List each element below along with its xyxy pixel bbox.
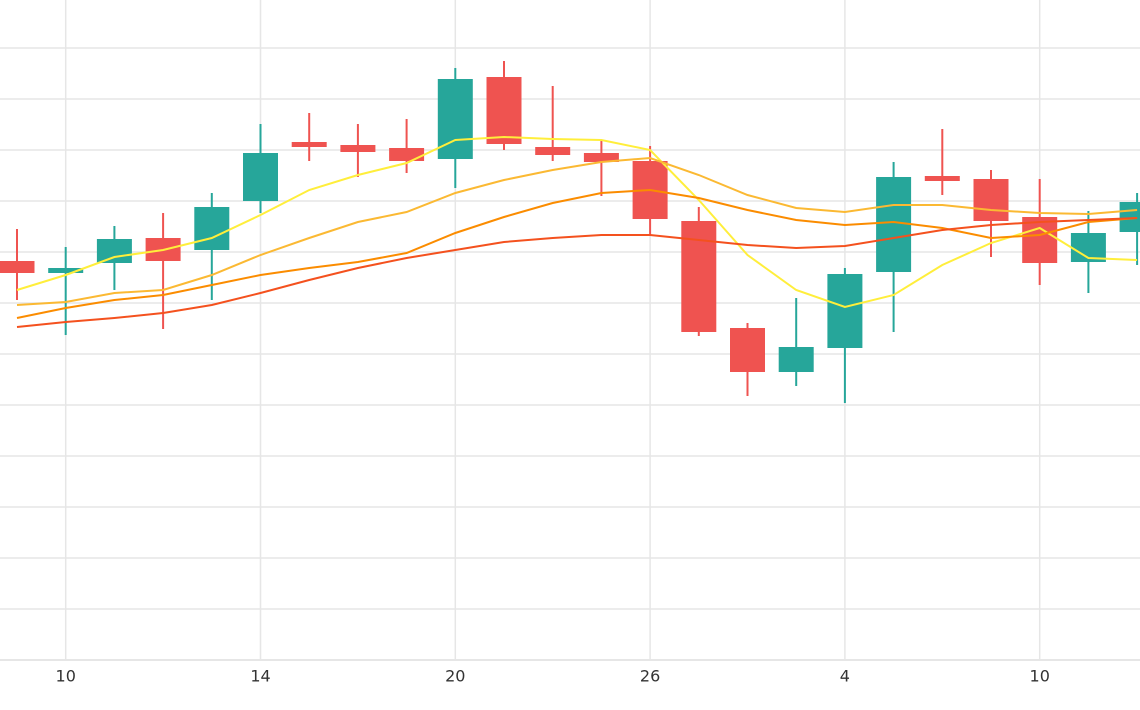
candle-body bbox=[48, 268, 84, 273]
candle-body bbox=[0, 261, 35, 273]
x-tick-label: 26 bbox=[640, 667, 660, 686]
x-tick-label: 14 bbox=[250, 667, 270, 686]
candle-body bbox=[876, 177, 912, 272]
candle-body bbox=[340, 145, 376, 152]
x-tick-label: 10 bbox=[56, 667, 76, 686]
ma-line bbox=[16, 188, 1138, 319]
candle-body bbox=[291, 142, 327, 147]
ma-line bbox=[16, 156, 1138, 306]
candle-body bbox=[437, 79, 473, 159]
candle-body bbox=[778, 347, 814, 372]
candle-body bbox=[827, 274, 863, 348]
ma-line bbox=[16, 217, 1138, 328]
candle-body bbox=[194, 207, 230, 250]
candle-body bbox=[1022, 217, 1058, 263]
ma-line bbox=[16, 135, 1138, 309]
x-tick-label: 20 bbox=[445, 667, 465, 686]
candle-body bbox=[96, 239, 132, 263]
candle-body bbox=[389, 148, 425, 161]
candle-body bbox=[1119, 202, 1140, 232]
candle-body bbox=[924, 176, 960, 181]
x-tick-label: 4 bbox=[840, 667, 850, 686]
candle-body bbox=[583, 153, 619, 162]
candle-body bbox=[681, 221, 717, 332]
candle-body bbox=[730, 328, 765, 372]
candle-body bbox=[973, 179, 1009, 221]
x-tick-label: 10 bbox=[1030, 667, 1050, 686]
candle-body bbox=[243, 153, 278, 201]
candle-body bbox=[486, 77, 522, 144]
candle-body bbox=[535, 147, 571, 155]
